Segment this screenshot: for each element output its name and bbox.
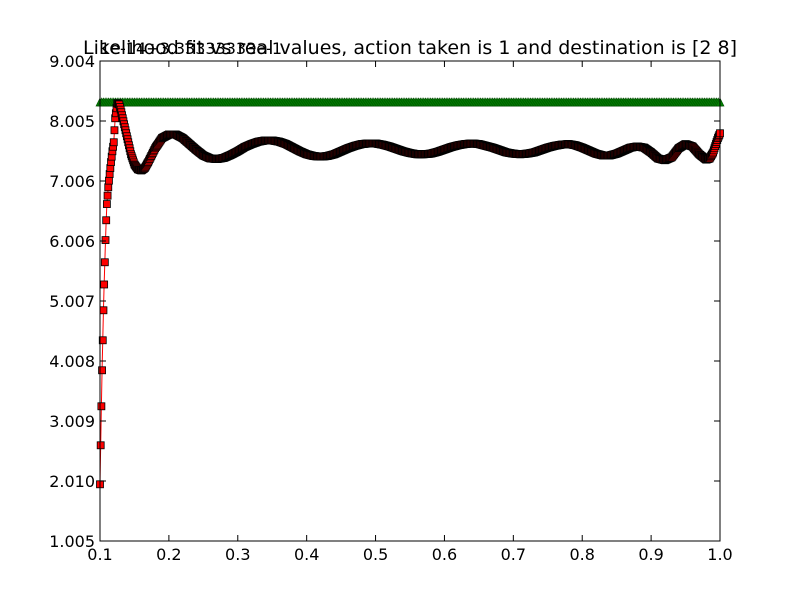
x-tick-label: 0.3	[225, 545, 250, 564]
series-red-marker	[100, 258, 109, 267]
series-red-marker	[101, 236, 110, 244]
x-tick-label: 0.4	[294, 545, 319, 564]
series-red-marker	[98, 336, 107, 345]
x-tick-label: 0.1	[87, 545, 112, 564]
axis-offset-label: 1e-14+3.33333333e-1	[100, 39, 282, 58]
series-red-marker	[109, 138, 118, 147]
x-tick-label: 0.2	[156, 545, 181, 564]
y-tick-label: 1.005	[49, 532, 95, 551]
series-red-marker	[103, 191, 112, 200]
x-axis: 0.1 0.2 0.3 0.4 0.5 0.6 0.7 0.8 0.9 1.0	[87, 61, 733, 564]
x-tick-label: 0.5	[363, 545, 388, 564]
x-tick-label: 0.9	[638, 545, 663, 564]
x-tick-label: 0.8	[569, 545, 594, 564]
series-red-line	[99, 102, 721, 485]
x-tick-label: 0.6	[432, 545, 457, 564]
series-red-marker	[96, 441, 105, 450]
x-tick-label: 0.7	[501, 545, 526, 564]
y-tick-label: 4.008	[49, 352, 95, 371]
x-tick-label: 1.0	[707, 545, 732, 564]
y-tick-label: 9.004	[49, 52, 95, 71]
y-tick-label: 8.005	[49, 112, 95, 131]
y-tick-label: 7.006	[49, 172, 95, 191]
series-red-marker	[110, 126, 119, 135]
series-green-group	[95, 97, 725, 107]
series-red-marker	[97, 402, 106, 411]
y-tick-label: 6.006	[49, 232, 95, 251]
series-red-marker	[100, 280, 109, 289]
y-tick-label: 3.009	[49, 412, 95, 431]
series-red-marker	[98, 366, 106, 375]
series-red-marker	[102, 200, 111, 208]
series-red-group	[96, 99, 724, 489]
y-tick-label: 2.010	[49, 472, 95, 491]
series-red-marker	[99, 306, 108, 315]
plot-area-frame	[99, 60, 721, 542]
chart-title: Likelihood fit vs real values, action ta…	[83, 37, 737, 59]
series-red-marker	[105, 176, 113, 185]
series-red-marker	[104, 183, 113, 192]
y-axis: 1.005 2.010 3.009 4.008 5.007 6.006 7.006 8.005…	[49, 52, 720, 551]
y-tick-label: 5.007	[49, 292, 95, 311]
series-red-marker	[102, 216, 111, 225]
